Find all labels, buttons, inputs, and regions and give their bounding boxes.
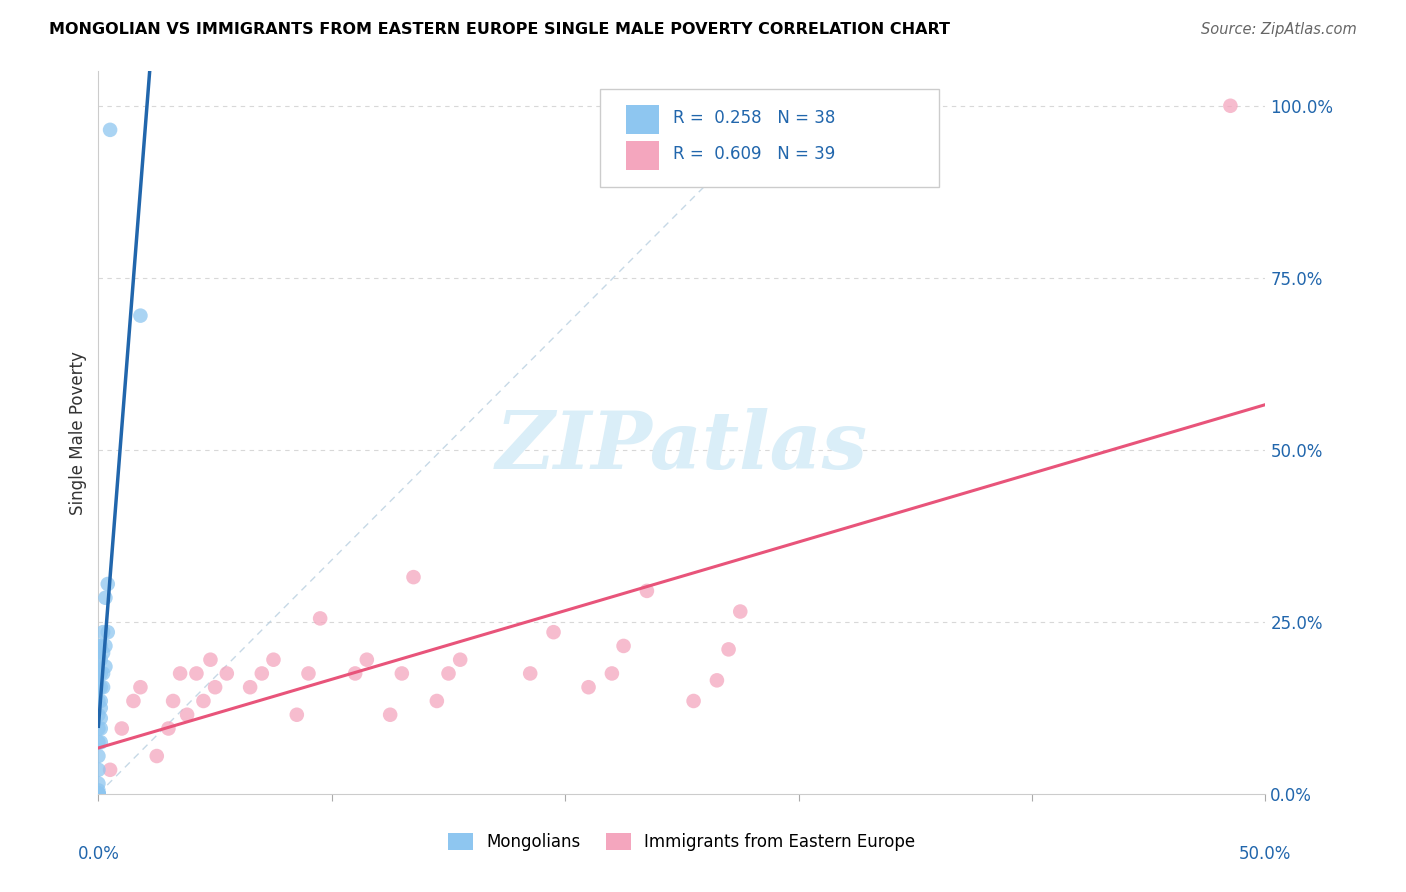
Point: [98, 763, 121, 777]
Point: [239, 680, 262, 694]
Point: [297, 666, 319, 681]
Point: [87, 787, 110, 801]
Bar: [626, 105, 658, 134]
Point: [97, 625, 120, 640]
Text: R =  0.609   N = 39: R = 0.609 N = 39: [672, 145, 835, 163]
Point: [391, 666, 413, 681]
Point: [169, 666, 191, 681]
Point: [200, 653, 222, 667]
Point: [90, 639, 112, 653]
Point: [111, 722, 134, 736]
Point: [600, 666, 623, 681]
Point: [90, 711, 112, 725]
Point: [162, 694, 184, 708]
Point: [717, 642, 740, 657]
Point: [87, 763, 110, 777]
Point: [344, 666, 367, 681]
Legend: Mongolians, Immigrants from Eastern Europe: Mongolians, Immigrants from Eastern Euro…: [441, 826, 922, 858]
Point: [91, 680, 114, 694]
Point: [90, 701, 112, 715]
Point: [519, 666, 541, 681]
Point: [87, 787, 110, 801]
Point: [146, 749, 169, 764]
Point: [402, 570, 425, 584]
Point: [97, 577, 120, 591]
Point: [87, 707, 110, 722]
Point: [129, 680, 152, 694]
Point: [90, 694, 112, 708]
Point: [87, 722, 110, 736]
Point: [613, 639, 636, 653]
Point: [87, 749, 110, 764]
Point: [682, 694, 704, 708]
Point: [437, 666, 460, 681]
Point: [87, 653, 110, 667]
Point: [380, 707, 402, 722]
Point: [578, 680, 600, 694]
Point: [186, 666, 208, 681]
Point: [90, 735, 112, 749]
Text: Source: ZipAtlas.com: Source: ZipAtlas.com: [1201, 22, 1357, 37]
Point: [87, 776, 110, 790]
Point: [204, 680, 226, 694]
Point: [90, 666, 112, 681]
Bar: [626, 142, 658, 170]
Point: [157, 722, 180, 736]
Point: [94, 591, 117, 605]
Point: [193, 694, 215, 708]
Point: [309, 611, 332, 625]
Point: [285, 707, 308, 722]
Point: [87, 680, 110, 694]
Text: 50.0%: 50.0%: [1239, 846, 1292, 863]
Point: [706, 673, 728, 688]
Point: [94, 659, 117, 673]
Text: 0.0%: 0.0%: [77, 846, 120, 863]
Point: [87, 787, 110, 801]
Point: [543, 625, 565, 640]
Text: MONGOLIAN VS IMMIGRANTS FROM EASTERN EUROPE SINGLE MALE POVERTY CORRELATION CHAR: MONGOLIAN VS IMMIGRANTS FROM EASTERN EUR…: [49, 22, 950, 37]
Point: [636, 583, 658, 598]
Point: [87, 783, 110, 797]
Point: [426, 694, 449, 708]
Point: [87, 787, 110, 801]
Y-axis label: Single Male Poverty: Single Male Poverty: [69, 351, 87, 515]
Point: [90, 680, 112, 694]
Point: [90, 722, 112, 736]
Point: [87, 787, 110, 801]
FancyBboxPatch shape: [600, 89, 939, 187]
Point: [262, 653, 284, 667]
Point: [250, 666, 273, 681]
Point: [91, 625, 114, 640]
Point: [87, 666, 110, 681]
Point: [98, 123, 121, 137]
Point: [215, 666, 238, 681]
Point: [449, 653, 471, 667]
Point: [129, 309, 152, 323]
Point: [90, 653, 112, 667]
Point: [87, 735, 110, 749]
Point: [356, 653, 378, 667]
Point: [87, 639, 110, 653]
Point: [91, 646, 114, 660]
Point: [1219, 99, 1241, 113]
Point: [122, 694, 145, 708]
Text: ZIPatlas: ZIPatlas: [496, 409, 868, 486]
Point: [730, 605, 752, 619]
Point: [94, 639, 117, 653]
Point: [91, 666, 114, 681]
Text: R =  0.258   N = 38: R = 0.258 N = 38: [672, 110, 835, 128]
Point: [87, 694, 110, 708]
Point: [176, 707, 198, 722]
Point: [87, 787, 110, 801]
